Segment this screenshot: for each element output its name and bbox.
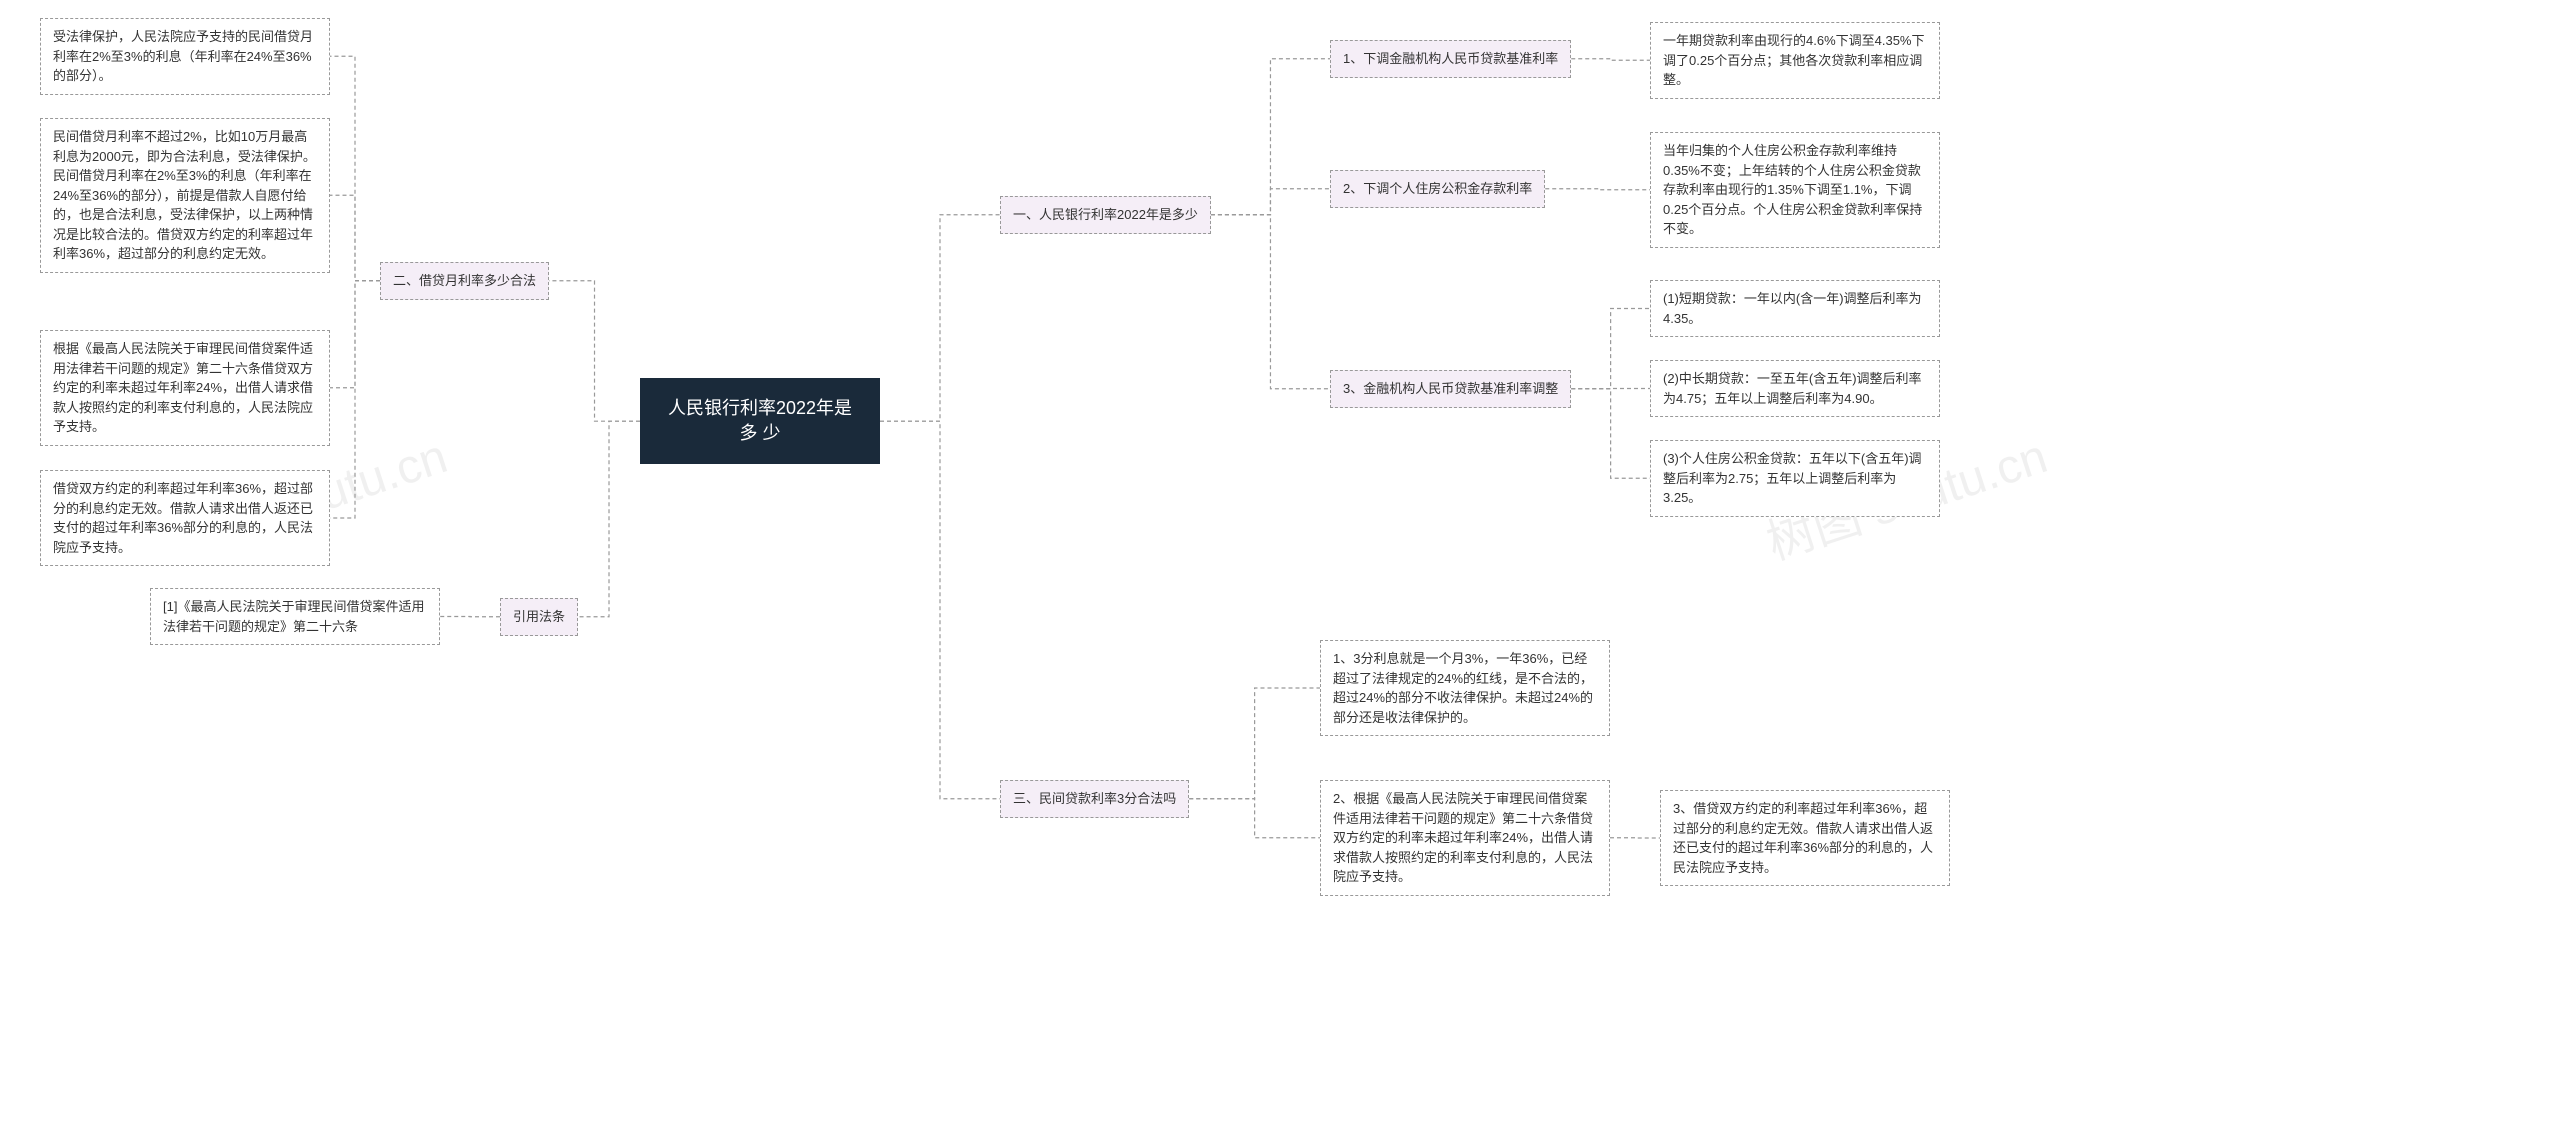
leaf-b2-1: 受法律保护，人民法院应予支持的民间借贷月利率在2%至3%的利息（年利率在24%至… [40,18,330,95]
leaf-b3-3: 3、借贷双方约定的利率超过年利率36%，超过部分的利息约定无效。借款人请求出借人… [1660,790,1950,886]
leaf-b1c3-1: (1)短期贷款：一年以内(含一年)调整后利率为4.35。 [1650,280,1940,337]
leaf-b1c3-3: (3)个人住房公积金贷款：五年以下(含五年)调整后利率为2.75；五年以上调整后… [1650,440,1940,517]
leaf-b1c3-2: (2)中长期贷款：一至五年(含五年)调整后利率为4.75；五年以上调整后利率为4… [1650,360,1940,417]
branch-2-label: 二、借贷月利率多少合法 [393,273,536,288]
branch-3: 三、民间贷款利率3分合法吗 [1000,780,1189,818]
leaf-b2-1-text: 受法律保护，人民法院应予支持的民间借贷月利率在2%至3%的利息（年利率在24%至… [53,29,313,83]
leaf-b1c2-text: 当年归集的个人住房公积金存款利率维持0.35%不变；上年结转的个人住房公积金贷款… [1663,143,1922,236]
root-title: 人民银行利率2022年是多 少 [668,398,852,443]
leaf-cite: [1]《最高人民法院关于审理民间借贷案件适用法律若干问题的规定》第二十六条 [150,588,440,645]
branch-1-child-2-label: 2、下调个人住房公积金存款利率 [1343,181,1532,196]
branch-1-child-1-label: 1、下调金融机构人民币贷款基准利率 [1343,51,1558,66]
leaf-cite-text: [1]《最高人民法院关于审理民间借贷案件适用法律若干问题的规定》第二十六条 [163,599,424,634]
leaf-b2-4: 借贷双方约定的利率超过年利率36%，超过部分的利息约定无效。借款人请求出借人返还… [40,470,330,566]
branch-cite-label: 引用法条 [513,609,565,624]
leaf-b1c1: 一年期贷款利率由现行的4.6%下调至4.35%下调了0.25个百分点；其他各次贷… [1650,22,1940,99]
leaf-b1c2: 当年归集的个人住房公积金存款利率维持0.35%不变；上年结转的个人住房公积金贷款… [1650,132,1940,248]
leaf-b3-3-text: 3、借贷双方约定的利率超过年利率36%，超过部分的利息约定无效。借款人请求出借人… [1673,801,1933,875]
leaf-b3-2-text: 2、根据《最高人民法院关于审理民间借贷案件适用法律若干问题的规定》第二十六条借贷… [1333,791,1593,884]
leaf-b1c3-2-text: (2)中长期贷款：一至五年(含五年)调整后利率为4.75；五年以上调整后利率为4… [1663,371,1922,406]
branch-cite: 引用法条 [500,598,578,636]
leaf-b2-2-text: 民间借贷月利率不超过2%，比如10万月最高利息为2000元，即为合法利息，受法律… [53,129,316,261]
connectors-svg [0,0,2560,1121]
branch-1-child-3: 3、金融机构人民币贷款基准利率调整 [1330,370,1571,408]
leaf-b2-3: 根据《最高人民法院关于审理民间借贷案件适用法律若干问题的规定》第二十六条借贷双方… [40,330,330,446]
branch-3-label: 三、民间贷款利率3分合法吗 [1013,791,1176,806]
branch-2: 二、借贷月利率多少合法 [380,262,549,300]
leaf-b3-1: 1、3分利息就是一个月3%，一年36%，已经超过了法律规定的24%的红线，是不合… [1320,640,1610,736]
leaf-b3-2: 2、根据《最高人民法院关于审理民间借贷案件适用法律若干问题的规定》第二十六条借贷… [1320,780,1610,896]
branch-1-label: 一、人民银行利率2022年是多少 [1013,207,1198,222]
root-node: 人民银行利率2022年是多 少 [640,378,880,464]
leaf-b1c3-3-text: (3)个人住房公积金贷款：五年以下(含五年)调整后利率为2.75；五年以上调整后… [1663,451,1922,505]
leaf-b2-2: 民间借贷月利率不超过2%，比如10万月最高利息为2000元，即为合法利息，受法律… [40,118,330,273]
branch-1-child-3-label: 3、金融机构人民币贷款基准利率调整 [1343,381,1558,396]
branch-1: 一、人民银行利率2022年是多少 [1000,196,1211,234]
leaf-b1c1-text: 一年期贷款利率由现行的4.6%下调至4.35%下调了0.25个百分点；其他各次贷… [1663,33,1925,87]
leaf-b2-4-text: 借贷双方约定的利率超过年利率36%，超过部分的利息约定无效。借款人请求出借人返还… [53,481,313,555]
leaf-b1c3-1-text: (1)短期贷款：一年以内(含一年)调整后利率为4.35。 [1663,291,1922,326]
leaf-b3-1-text: 1、3分利息就是一个月3%，一年36%，已经超过了法律规定的24%的红线，是不合… [1333,651,1593,725]
branch-1-child-1: 1、下调金融机构人民币贷款基准利率 [1330,40,1571,78]
leaf-b2-3-text: 根据《最高人民法院关于审理民间借贷案件适用法律若干问题的规定》第二十六条借贷双方… [53,341,313,434]
branch-1-child-2: 2、下调个人住房公积金存款利率 [1330,170,1545,208]
